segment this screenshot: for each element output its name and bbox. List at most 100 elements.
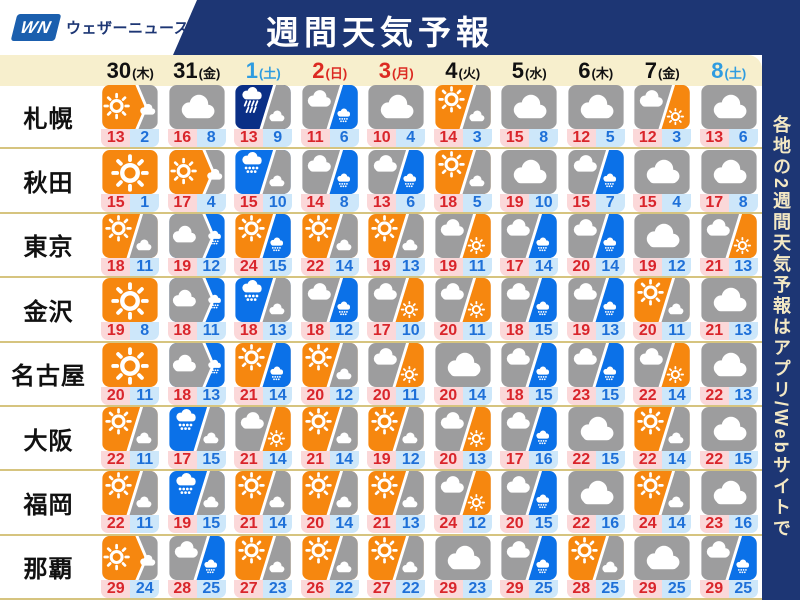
forecast-cell: 27 23	[234, 535, 293, 598]
city-label: 札幌	[23, 105, 74, 133]
temperature-pair: 20 15	[500, 515, 559, 534]
date-number: 4	[445, 57, 458, 83]
temperature-pair: 29 25	[633, 579, 692, 598]
date-header: 30 (木) 31 (金) 1 (土) 2 (日) 3 (月) 4 (火) 5 …	[97, 55, 762, 86]
weathernews-logo: WN ウェザーニュース	[10, 0, 189, 55]
cloud-icon	[701, 342, 757, 387]
high-temp: 15	[234, 193, 264, 212]
low-temp: 16	[728, 515, 758, 534]
low-temp: 14	[662, 386, 692, 405]
temperature-pair: 19 10	[500, 193, 559, 212]
forecast-cell: 17 10	[367, 278, 426, 341]
temperature-pair: 21 14	[234, 386, 293, 405]
sun-to-cloud-icon	[368, 213, 424, 258]
low-temp: 12	[462, 515, 492, 534]
forecast-cell: 22 11	[101, 407, 160, 470]
forecast-cell: 22 14	[633, 342, 692, 405]
sun-to-cloud-icon	[302, 342, 358, 387]
low-temp: 7	[595, 193, 625, 212]
cloud-icon	[701, 149, 757, 194]
temperature-pair: 15 1	[101, 193, 160, 212]
forecast-cell: 24 15	[234, 213, 293, 276]
forecast-cell: 11 6	[300, 85, 359, 148]
cloud-to-sun-icon	[435, 407, 491, 452]
low-temp: 14	[329, 257, 359, 276]
cloud-icon	[435, 342, 491, 387]
low-temp: 15	[196, 451, 226, 470]
temperature-pair: 22 14	[633, 451, 692, 470]
low-temp: 15	[595, 386, 625, 405]
low-temp: 23	[263, 579, 293, 598]
high-temp: 22	[300, 257, 330, 276]
temperature-pair: 17 8	[699, 193, 758, 212]
cloud-icon	[701, 85, 757, 130]
temperature-pair: 23 15	[566, 386, 625, 405]
temperature-pair: 23 16	[699, 515, 758, 534]
forecast-cell: 17 4	[167, 149, 226, 212]
high-temp: 22	[699, 386, 729, 405]
high-temp: 13	[699, 129, 729, 148]
cloud-then-rain-icon	[169, 342, 225, 387]
sun-to-cloud-icon	[235, 471, 291, 516]
forecast-cell: 20 11	[633, 278, 692, 341]
sun-to-rain-icon	[235, 213, 291, 258]
temperature-pair: 20 11	[433, 322, 492, 341]
forecast-cell: 26 22	[300, 535, 359, 598]
forecast-cell: 21 14	[234, 342, 293, 405]
date-label: 2 (日)	[297, 55, 364, 86]
cloud-to-rain-icon	[302, 149, 358, 194]
forecast-cell: 29 25	[633, 535, 692, 598]
city-label: 名古屋	[11, 363, 86, 391]
temperature-pair: 20 11	[367, 386, 426, 405]
forecast-cell: 17 15	[167, 407, 226, 470]
forecast-cell: 19 13	[367, 213, 426, 276]
forecast-cell: 28 25	[167, 535, 226, 598]
temperature-pair: 13 6	[699, 129, 758, 148]
forecast-cell: 10 4	[367, 85, 426, 148]
forecast-cell: 22 15	[566, 407, 625, 470]
forecast-cell: 29 25	[500, 535, 559, 598]
date-number: 6	[578, 57, 591, 83]
high-temp: 29	[433, 579, 463, 598]
low-temp: 15	[529, 515, 559, 534]
low-temp: 13	[396, 515, 426, 534]
low-temp: 11	[130, 451, 160, 470]
sun-to-cloud-icon	[102, 213, 158, 258]
forecast-rows: 札幌 13 2 16 8	[0, 85, 762, 600]
high-temp: 20	[300, 386, 330, 405]
temperature-pair: 18 11	[101, 257, 160, 276]
high-temp: 19	[566, 322, 596, 341]
forecast-row: 東京 18 11 19 12	[0, 213, 762, 279]
temperature-pair: 22 15	[566, 451, 625, 470]
cloud-to-sun-icon	[435, 471, 491, 516]
high-temp: 29	[500, 579, 530, 598]
date-number: 3	[378, 57, 392, 83]
low-temp: 12	[396, 451, 426, 470]
date-label: 1 (土)	[230, 55, 297, 86]
cloud-icon	[501, 85, 557, 130]
cloud-to-sun-icon	[634, 85, 690, 130]
sun-icon	[102, 149, 158, 194]
temperature-pair: 13 6	[367, 193, 426, 212]
temperature-pair: 24 14	[633, 515, 692, 534]
low-temp: 22	[396, 579, 426, 598]
date-label: 6 (木)	[563, 55, 630, 86]
forecast-cell: 14 8	[300, 149, 359, 212]
cloud-to-rain-icon	[302, 278, 358, 323]
forecast-row: 金沢 19 8 18 11	[0, 278, 762, 343]
high-temp: 24	[633, 515, 663, 534]
date-number: 8	[711, 57, 724, 83]
low-temp: 8	[196, 129, 226, 148]
high-temp: 17	[167, 451, 197, 470]
forecast-cell: 20 14	[433, 342, 492, 405]
low-temp: 6	[396, 193, 426, 212]
high-temp: 14	[433, 129, 463, 148]
rain2-to-cloud-icon	[235, 85, 291, 130]
forecast-cell: 18 15	[500, 342, 559, 405]
city-label: 金沢	[23, 298, 74, 326]
low-temp: 13	[196, 386, 226, 405]
low-temp: 12	[329, 322, 359, 341]
forecast-cell: 23 15	[566, 342, 625, 405]
forecast-cell: 18 11	[167, 278, 226, 341]
